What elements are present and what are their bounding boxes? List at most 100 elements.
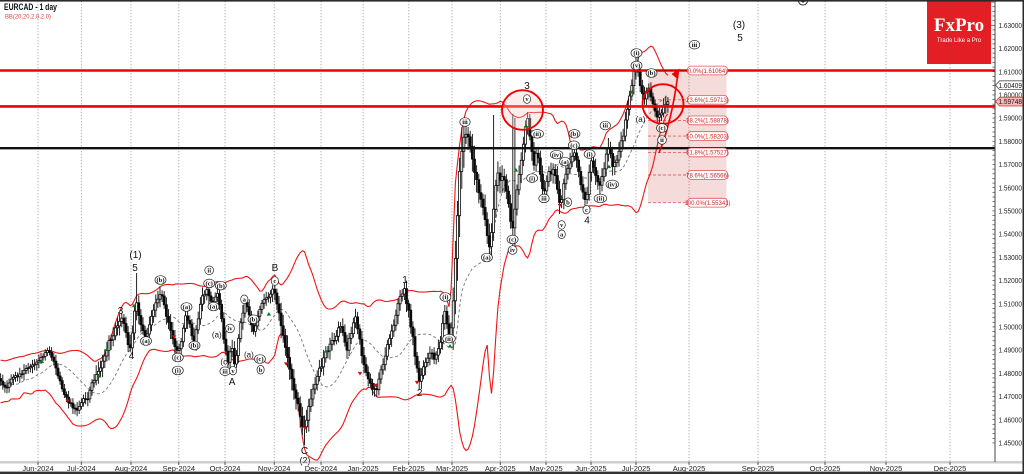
- svg-text:c: c: [585, 207, 588, 214]
- svg-text:4: 4: [129, 351, 135, 362]
- svg-text:a: a: [560, 232, 564, 239]
- svg-text:(b): (b): [217, 283, 225, 290]
- svg-text:Jun-2025: Jun-2025: [575, 464, 606, 473]
- svg-text:Aug-2025: Aug-2025: [673, 464, 706, 473]
- svg-text:Nov-2025: Nov-2025: [870, 464, 903, 473]
- svg-text:1.45000: 1.45000: [999, 441, 1023, 448]
- svg-text:(ii): (ii): [445, 336, 453, 343]
- svg-text:1.61000: 1.61000: [999, 69, 1023, 76]
- svg-text:4: 4: [584, 216, 590, 227]
- svg-text:(a): (a): [212, 331, 222, 340]
- svg-text:(b): (b): [249, 316, 257, 323]
- svg-text:May-2025: May-2025: [529, 464, 562, 473]
- svg-text:(3): (3): [733, 20, 745, 31]
- svg-text:1.62000: 1.62000: [999, 46, 1023, 53]
- svg-text:5: 5: [132, 263, 138, 274]
- svg-text:Jun-2024: Jun-2024: [22, 464, 53, 473]
- svg-text:1.49000: 1.49000: [999, 348, 1023, 355]
- svg-text:Dec-2025: Dec-2025: [934, 464, 967, 473]
- svg-text:1.59000: 1.59000: [999, 116, 1023, 123]
- svg-text:(iv): (iv): [608, 182, 618, 189]
- svg-text:1: 1: [402, 275, 408, 286]
- svg-text:iv: iv: [227, 326, 233, 333]
- svg-text:1.47000: 1.47000: [999, 394, 1023, 401]
- svg-text:1.60000: 1.60000: [999, 93, 1023, 100]
- svg-text:(b): (b): [647, 70, 655, 77]
- svg-text:Oct-2024: Oct-2024: [210, 464, 241, 473]
- svg-text:(ii): (ii): [533, 131, 541, 138]
- svg-text:(v): (v): [633, 63, 641, 70]
- svg-text:1.56000: 1.56000: [999, 185, 1023, 192]
- svg-text:b: b: [566, 199, 570, 206]
- svg-text:Trade Like a Pro: Trade Like a Pro: [937, 38, 982, 44]
- svg-text:3: 3: [118, 306, 124, 317]
- svg-text:Jul-2024: Jul-2024: [67, 464, 96, 473]
- svg-text:23.6%(1.59713): 23.6%(1.59713): [686, 98, 729, 104]
- svg-text:Sep-2025: Sep-2025: [742, 464, 775, 473]
- svg-text:(i): (i): [586, 151, 592, 158]
- svg-text:iv: iv: [510, 247, 516, 254]
- svg-text:(i): (i): [529, 175, 535, 182]
- svg-text:0.0%(1.61064): 0.0%(1.61064): [688, 69, 727, 75]
- svg-text:v: v: [525, 96, 529, 103]
- svg-text:C: C: [301, 446, 308, 457]
- svg-text:1.48000: 1.48000: [999, 371, 1023, 378]
- svg-text:61.8%(1.57527): 61.8%(1.57527): [686, 151, 729, 157]
- svg-text:Mar-2025: Mar-2025: [436, 464, 468, 473]
- svg-text:1.60409: 1.60409: [999, 83, 1023, 90]
- svg-text:(b): (b): [156, 277, 164, 284]
- svg-text:1.57000: 1.57000: [999, 162, 1023, 169]
- svg-text:(c): (c): [658, 125, 665, 132]
- svg-text:1.58000: 1.58000: [999, 139, 1023, 146]
- svg-text:(c): (c): [206, 281, 213, 288]
- svg-text:1.51000: 1.51000: [999, 301, 1023, 308]
- svg-text:iii: iii: [603, 123, 609, 130]
- svg-text:iii: iii: [462, 119, 468, 126]
- svg-text:(c): (c): [220, 357, 230, 366]
- svg-text:(a): (a): [483, 255, 491, 262]
- svg-text:(i): (i): [633, 50, 639, 57]
- svg-text:(ii): (ii): [596, 196, 604, 203]
- svg-text:50.0%(1.58203): 50.0%(1.58203): [686, 134, 729, 140]
- svg-text:iii: iii: [222, 368, 228, 375]
- svg-text:1.63000: 1.63000: [999, 23, 1023, 30]
- svg-text:5: 5: [737, 33, 743, 44]
- svg-text:Oct-2025: Oct-2025: [810, 464, 841, 473]
- svg-text:Dec-2024: Dec-2024: [305, 464, 338, 473]
- svg-text:v: v: [560, 222, 564, 229]
- svg-text:Apr-2025: Apr-2025: [485, 464, 516, 473]
- svg-text:(a): (a): [636, 115, 646, 124]
- svg-text:c: c: [273, 278, 276, 285]
- svg-text:iii: iii: [692, 42, 698, 49]
- svg-text:(a): (a): [142, 338, 150, 345]
- svg-text:EURCAD - 1 day: EURCAD - 1 day: [4, 2, 57, 12]
- svg-text:A: A: [229, 377, 236, 388]
- svg-text:(a): (a): [244, 350, 254, 359]
- svg-text:Jan-2025: Jan-2025: [347, 464, 378, 473]
- svg-text:(a): (a): [561, 159, 569, 166]
- svg-text:ii: ii: [207, 268, 211, 275]
- svg-text:1.59748: 1.59748: [999, 99, 1023, 106]
- svg-text:(b): (b): [190, 343, 198, 350]
- svg-text:iii: iii: [541, 196, 547, 203]
- svg-text:(c): (c): [174, 355, 181, 362]
- svg-text:Jul-2025: Jul-2025: [622, 464, 651, 473]
- svg-text:Feb-2025: Feb-2025: [393, 464, 425, 473]
- svg-text:3: 3: [524, 81, 530, 92]
- svg-text:(c): (c): [509, 237, 516, 244]
- svg-text:1.55000: 1.55000: [999, 209, 1023, 216]
- svg-text:100.0%(1.55341): 100.0%(1.55341): [684, 201, 730, 207]
- svg-text:ii: ii: [660, 137, 664, 144]
- svg-text:v: v: [231, 368, 235, 375]
- svg-text:1.52000: 1.52000: [999, 278, 1023, 285]
- svg-text:BB(20,20,2.0,2.0): BB(20,20,2.0,2.0): [5, 14, 51, 21]
- svg-text:(a): (a): [183, 304, 191, 311]
- svg-text:38.2%(1.58878): 38.2%(1.58878): [686, 119, 729, 125]
- svg-text:(c): (c): [256, 356, 263, 363]
- svg-text:Nov-2024: Nov-2024: [258, 464, 291, 473]
- svg-text:1.53000: 1.53000: [999, 255, 1023, 262]
- svg-text:(i): (i): [442, 294, 448, 301]
- svg-text:1.50000: 1.50000: [999, 325, 1023, 332]
- svg-text:(iv): (iv): [552, 152, 562, 159]
- svg-text:78.6%(1.56566): 78.6%(1.56566): [686, 173, 729, 179]
